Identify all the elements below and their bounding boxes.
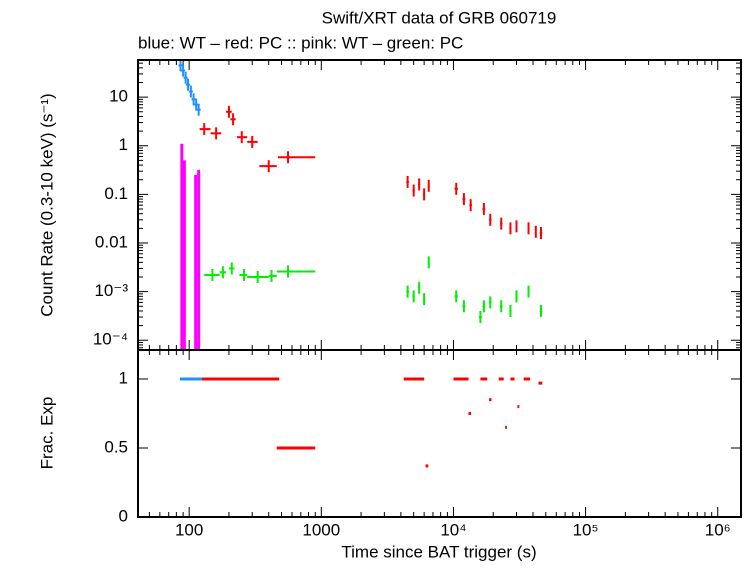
y-tick-label: 10⁻³ — [94, 281, 128, 300]
chart-subtitle: blue: WT – red: PC :: pink: WT – green: … — [138, 33, 463, 52]
y-tick-label: 1 — [119, 135, 128, 154]
x-tick-label: 1000 — [302, 520, 340, 539]
y-tick-label: 0.5 — [104, 437, 128, 456]
x-tick-label: 10⁶ — [705, 520, 731, 539]
y-tick-label: 0 — [119, 506, 128, 525]
y-tick-label: 10 — [109, 87, 128, 106]
y-tick-label: 0.01 — [95, 232, 128, 251]
x-axis-label: Time since BAT trigger (s) — [341, 542, 536, 561]
x-tick-label: 100 — [175, 520, 203, 539]
y-tick-label: 1 — [119, 368, 128, 387]
y-axis-label: Frac. Exp — [37, 397, 56, 470]
x-tick-label: 10⁴ — [440, 520, 466, 539]
y-tick-label: 10⁻⁴ — [93, 330, 128, 349]
chart-title: Swift/XRT data of GRB 060719 — [322, 8, 557, 27]
y-axis-label: Count Rate (0.3-10 keV) (s⁻¹) — [37, 93, 56, 316]
plot-frame — [137, 59, 742, 351]
plot-frame — [137, 349, 742, 518]
y-tick-label: 0.1 — [104, 184, 128, 203]
x-tick-label: 10⁵ — [573, 520, 599, 539]
